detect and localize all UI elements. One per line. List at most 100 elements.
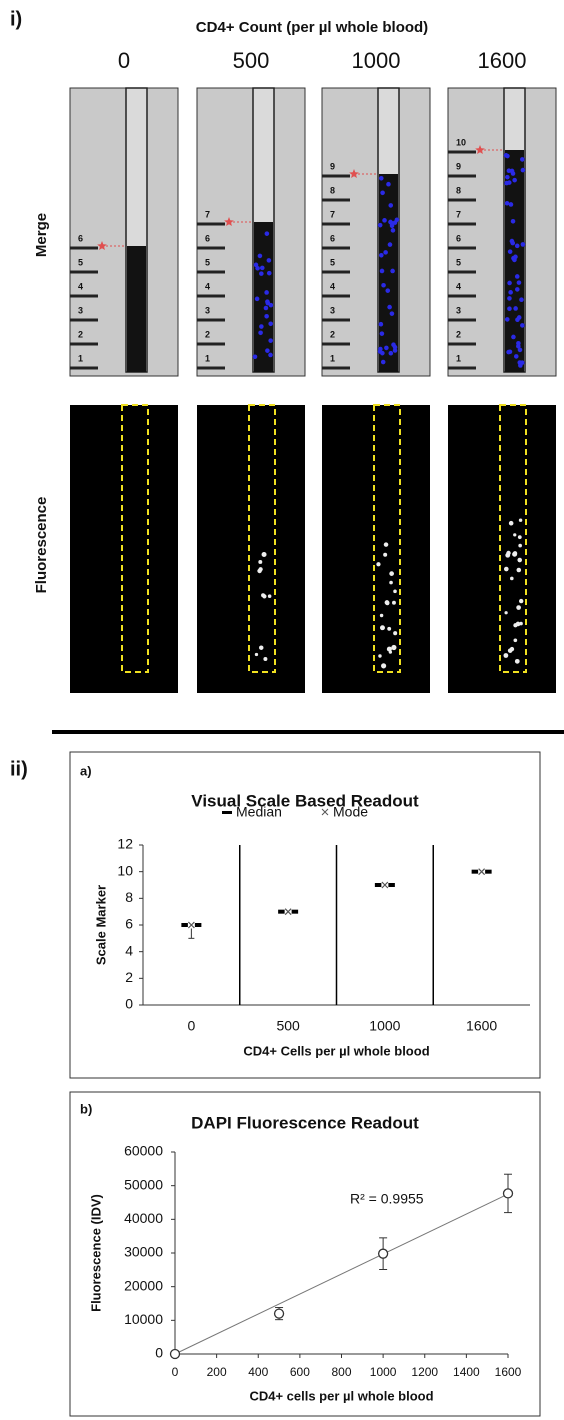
x-tick-label: 1400 (453, 1365, 480, 1379)
micrograph (321, 87, 431, 377)
scale-label: 3 (205, 305, 210, 315)
cell-dot (380, 359, 386, 365)
scale-label: 2 (78, 329, 83, 339)
section-label: i) (10, 8, 22, 30)
cell-dot (508, 202, 514, 207)
fluorescent-cell (513, 533, 517, 537)
fluorescent-cell (376, 562, 381, 567)
x-tick-label: 1600 (466, 1018, 497, 1034)
cell-dot (258, 330, 263, 336)
channel-outline (121, 404, 149, 673)
x-tick-label: 0 (187, 1018, 195, 1034)
cell-dot (506, 180, 512, 185)
fluorescent-cell (513, 638, 518, 643)
scale-label: 6 (205, 233, 210, 243)
scale-label: 7 (205, 209, 210, 219)
y-tick-label: 10 (117, 862, 133, 878)
cell-dot (514, 243, 520, 249)
scale-label: 4 (78, 281, 83, 291)
scale-label: 1 (205, 353, 210, 363)
cell-dot (507, 280, 512, 286)
cell-dot (507, 296, 512, 301)
fluorescent-cell (258, 560, 263, 564)
fluorescent-cell (516, 605, 521, 610)
y-tick-label: 4 (125, 942, 133, 958)
fluorescent-cell (508, 520, 514, 526)
column-label: 1000 (352, 48, 401, 73)
x-tick-label: 400 (248, 1365, 268, 1379)
legend-swatch (321, 808, 329, 816)
fluorescent-cell (517, 557, 523, 563)
mode-marker (478, 868, 486, 876)
column-label: 500 (233, 48, 270, 73)
panel-label: b) (80, 1101, 92, 1116)
scale-label: 10 (456, 137, 466, 147)
mode-marker (187, 921, 195, 929)
fluorescent-cell (517, 535, 522, 540)
marker-star (475, 145, 485, 154)
fluorescent-cell (389, 571, 394, 576)
x-tick-label: 0 (172, 1365, 179, 1379)
mode-marker (284, 908, 292, 916)
scale-label: 9 (456, 161, 461, 171)
cell-dot (268, 302, 274, 308)
scale-label: 1 (456, 353, 461, 363)
cell-dot (519, 360, 525, 365)
marker-star (224, 217, 234, 226)
fluorescence-image (70, 405, 178, 693)
cell-dot (381, 282, 386, 288)
cell-dot (268, 352, 273, 358)
fluorescent-cell (392, 600, 396, 605)
section-label: ii) (10, 758, 28, 780)
cell-dot (508, 290, 513, 295)
x-tick-label: 1200 (411, 1365, 438, 1379)
cell-dot (509, 168, 515, 174)
y-axis-title: Scale Marker (93, 885, 108, 965)
cell-dot (384, 345, 389, 351)
cell-dot (503, 153, 509, 158)
chart-title: Visual Scale Based Readout (191, 791, 419, 810)
divider (52, 730, 564, 734)
fluorescent-cell (509, 646, 515, 652)
cell-dot (382, 218, 387, 223)
fluorescence-image (448, 405, 556, 693)
fluorescent-cell (393, 631, 398, 636)
figure-header: CD4+ Count (per µl whole blood) (196, 19, 428, 36)
fluorescent-cell (262, 594, 267, 599)
cell-dot (378, 346, 383, 352)
cell-dot (511, 334, 516, 340)
cell-dot (253, 262, 259, 268)
scale-label: 3 (456, 305, 461, 315)
cell-dot (389, 311, 395, 316)
data-point (169, 1348, 181, 1360)
cell-dot (507, 349, 513, 355)
channel-outline (248, 404, 276, 673)
cell-dot (392, 220, 398, 225)
fluorescent-cell (504, 611, 508, 615)
fluorescent-cell (518, 543, 522, 548)
scale-label: 7 (456, 209, 461, 219)
y-tick-label: 0 (155, 1345, 163, 1361)
fluorescent-cell (263, 657, 268, 662)
x-axis-title: CD4+ cells per µl whole blood (249, 1388, 433, 1403)
x-tick-label: 200 (207, 1365, 227, 1379)
cell-dot (505, 174, 510, 180)
scale-label: 4 (330, 281, 335, 291)
micrograph (196, 87, 306, 377)
fluorescent-cell (519, 598, 524, 604)
y-tick-label: 30000 (124, 1244, 163, 1260)
cell-dot (259, 271, 264, 276)
x-axis-title: CD4+ Cells per µl whole blood (243, 1043, 429, 1058)
cell-dot (378, 176, 384, 181)
fluorescent-cell (383, 542, 389, 547)
cell-dot (257, 253, 263, 259)
y-tick-label: 2 (125, 969, 133, 985)
x-tick-label: 1000 (369, 1018, 400, 1034)
fluorescent-cell (379, 613, 384, 618)
cell-dot (379, 331, 385, 336)
cell-dot (268, 338, 273, 343)
row-label: Fluorescence (33, 497, 50, 594)
scale-label: 8 (330, 185, 335, 195)
cell-dot (379, 268, 385, 274)
